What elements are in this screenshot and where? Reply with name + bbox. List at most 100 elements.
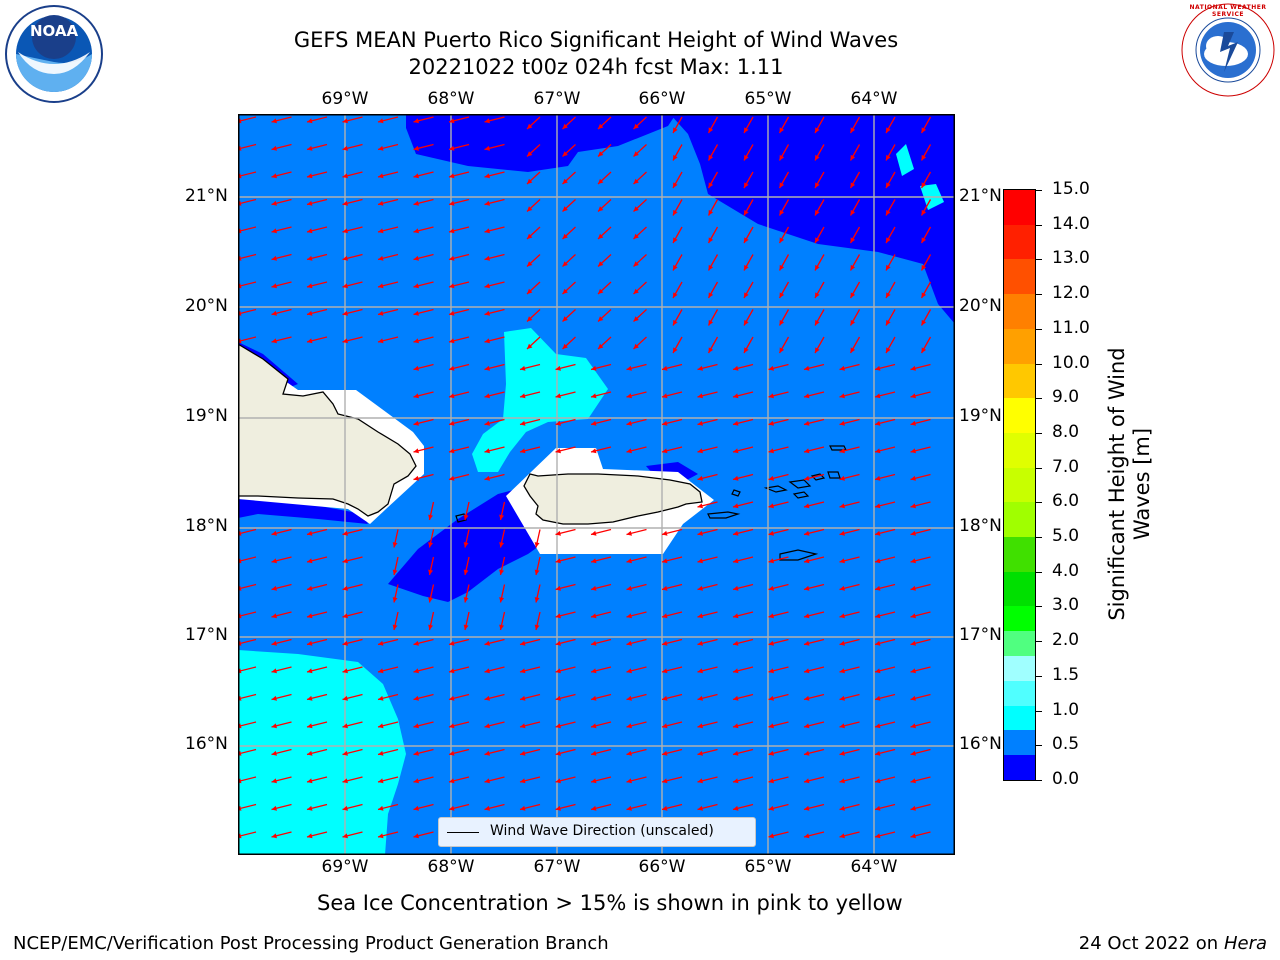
wind-wave-arrow-head [413, 475, 419, 481]
wind-wave-arrow-head [910, 448, 916, 454]
wind-wave-arrow-head [413, 228, 419, 234]
lat-label-left-19n: 19°N [185, 406, 228, 426]
wind-wave-arrow-head [626, 805, 632, 811]
lon-label-bottom-66w: 66°W [638, 857, 686, 877]
wind-wave-arrow-head [534, 597, 540, 603]
colorbar-band [1004, 755, 1035, 781]
wind-wave-arrow-head [342, 723, 348, 729]
colorbar-tick-label: 6.0 [1052, 491, 1080, 512]
wind-wave-arrow-head [499, 514, 505, 520]
wind-wave-arrow-head [413, 393, 419, 399]
wind-wave-arrow-head [463, 624, 469, 630]
wind-wave-arrow-head [910, 420, 916, 426]
wind-wave-arrow-head [633, 233, 639, 239]
wind-wave-arrow-head [534, 542, 540, 548]
lat-label-left-18n: 18°N [185, 516, 228, 536]
title-line-1: GEFS MEAN Puerto Rico Significant Height… [293, 28, 899, 52]
wind-wave-arrow-head [875, 503, 881, 509]
wind-wave-arrow-head [910, 723, 916, 729]
wind-wave-arrow-head [378, 283, 384, 289]
wind-wave-arrow-head [449, 448, 455, 454]
wind-wave-arrow-head [520, 640, 526, 646]
wind-wave-arrow-head [520, 778, 526, 784]
wind-wave-arrow-head [520, 420, 526, 426]
wind-wave-arrow-head [779, 292, 785, 298]
wind-wave-arrow-head [342, 283, 348, 289]
wind-wave-arrow-head [562, 206, 568, 212]
wind-wave-arrow-head [815, 237, 820, 243]
colorbar-tick-label: 8.0 [1052, 421, 1080, 442]
wind-wave-arrow-head [555, 778, 561, 784]
colorbar-band [1004, 730, 1035, 756]
wind-wave-arrow-head [697, 695, 703, 701]
island-virgin-2 [788, 479, 812, 489]
wind-wave-arrow-head [839, 805, 845, 811]
lat-label-right-19n: 19°N [959, 406, 1002, 426]
wind-wave-arrow-head [449, 338, 455, 344]
wind-wave-arrow-head [484, 723, 490, 729]
wind-wave-arrow-head [768, 695, 774, 701]
colorbar-tick-label: 5.0 [1052, 526, 1080, 547]
colorbar-band [1004, 363, 1035, 399]
wind-wave-arrow-head [307, 778, 313, 784]
colorbar-tick-mark [1035, 502, 1042, 504]
wind-wave-arrow-head [342, 585, 348, 591]
wind-wave-arrow-head [886, 292, 891, 298]
wind-wave-arrow-head [708, 154, 714, 161]
wind-wave-arrow-head [744, 292, 749, 298]
wind-wave-arrow-head [633, 316, 639, 322]
wind-wave-arrow-head [850, 319, 856, 326]
island-mona [455, 513, 467, 523]
wind-wave-arrow-head [342, 173, 348, 179]
colorbar-tick-mark [1035, 294, 1042, 296]
wind-wave-arrow-head [875, 695, 881, 701]
wind-wave-arrow-head [555, 585, 561, 591]
wind-wave-arrow-head [271, 750, 277, 756]
wind-wave-arrow-head [839, 365, 845, 371]
wind-wave-arrow-head [520, 695, 526, 701]
wind-wave-arrow-head [307, 695, 313, 701]
wind-wave-arrow-head [815, 264, 820, 271]
wind-wave-arrow-head [910, 475, 916, 481]
wind-wave-arrow-head [484, 640, 490, 646]
wind-wave-arrow-head [875, 668, 881, 674]
wind-wave-arrow-head [527, 178, 533, 184]
wind-wave-arrow-head [378, 640, 384, 646]
wind-wave-arrow-head [697, 365, 703, 371]
wind-wave-arrow-head [342, 613, 348, 619]
island-virgin-5 [827, 471, 841, 479]
lon-label-bottom-64w: 64°W [850, 857, 898, 877]
wind-wave-arrow-head [307, 200, 313, 206]
wind-wave-arrow-head [271, 228, 277, 234]
wind-wave-arrow-head [413, 668, 419, 674]
wind-wave-arrow-head [342, 805, 348, 811]
wind-wave-arrow-head [598, 288, 604, 294]
wind-wave-arrow-head [886, 182, 891, 188]
wind-wave-arrow-head [839, 585, 845, 591]
wind-wave-arrow-head [626, 723, 632, 729]
wind-wave-arrow-head [378, 833, 384, 839]
colorbar-tick-mark [1035, 190, 1042, 191]
wind-wave-arrow-head [839, 558, 845, 564]
wind-wave-arrow-head [520, 723, 526, 729]
wind-wave-arrow-head [378, 723, 384, 729]
colorbar-band [1004, 631, 1035, 657]
wind-wave-arrow-head [591, 778, 597, 784]
wind-wave-arrow-head [562, 288, 568, 294]
wind-wave-arrow-head [342, 695, 348, 701]
colorbar-tick-label: 13.0 [1052, 248, 1090, 269]
wind-wave-arrow-head [850, 127, 856, 133]
wind-wave-arrow-head [875, 723, 881, 729]
wind-wave-arrow-head [910, 640, 916, 646]
wind-wave-arrow-head [484, 448, 490, 454]
wind-wave-arrow-head [271, 805, 277, 811]
wind-wave-arrow-head [673, 209, 678, 216]
wind-wave-arrow-head [839, 503, 845, 509]
wind-wave-arrow-head [413, 778, 419, 784]
wind-wave-arrow-head [662, 393, 668, 399]
wind-wave-arrow-head [555, 750, 561, 756]
wind-wave-arrow-head [307, 255, 313, 261]
wind-wave-arrow-head [378, 228, 384, 234]
colorbar-tick-label: 14.0 [1052, 213, 1090, 234]
wind-wave-arrow-head [768, 475, 774, 481]
